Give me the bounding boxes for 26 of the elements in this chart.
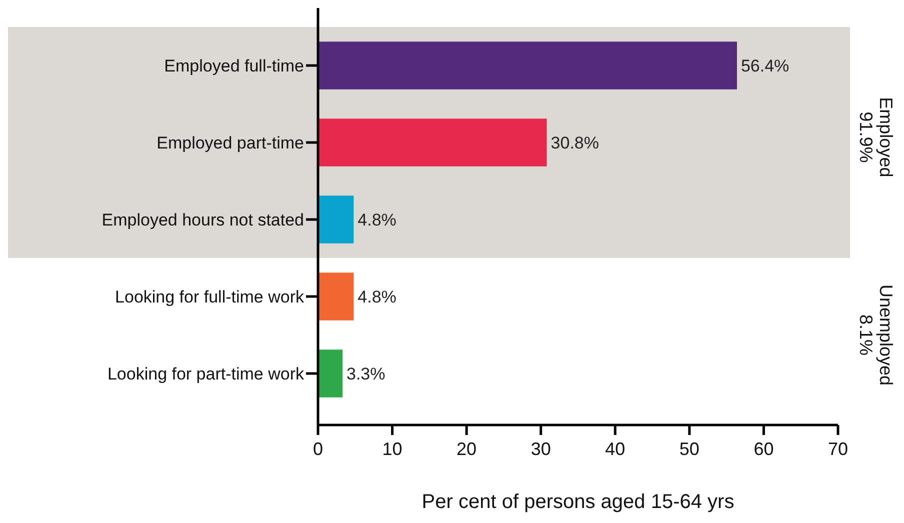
x-axis-title: Per cent of persons aged 15-64 yrs [422, 491, 734, 513]
y-tick-label: Employed part-time [156, 133, 304, 152]
data-label: 56.4% [740, 56, 790, 76]
y-tick-label: Looking for full-time work [115, 287, 304, 306]
data-label: 4.8% [358, 287, 396, 306]
x-tick-label: 50 [679, 439, 700, 459]
bar [318, 272, 354, 320]
y-tick-label: Employed hours not stated [102, 210, 304, 230]
text: Unemployed 8.1% [856, 284, 896, 386]
bar [318, 196, 354, 244]
y-tick-label: Looking for part-time work [107, 364, 304, 384]
data-label: 3.3% [346, 364, 386, 384]
bar [318, 42, 737, 90]
bar [318, 118, 547, 166]
x-tick-label: 20 [456, 439, 477, 459]
text: Employed 91.9% [856, 97, 896, 178]
x-tick-label: 70 [828, 439, 848, 459]
x-tick-label: 30 [530, 439, 551, 459]
y-tick-label: Employed full-time [164, 56, 304, 76]
data-label: 30.8% [550, 133, 600, 152]
x-tick-label: 40 [605, 439, 626, 459]
x-tick-label: 60 [754, 439, 774, 459]
bar [318, 350, 343, 398]
data-label: 4.8% [358, 210, 396, 230]
x-tick-label: 0 [312, 439, 324, 459]
x-tick-label: 10 [382, 439, 402, 459]
